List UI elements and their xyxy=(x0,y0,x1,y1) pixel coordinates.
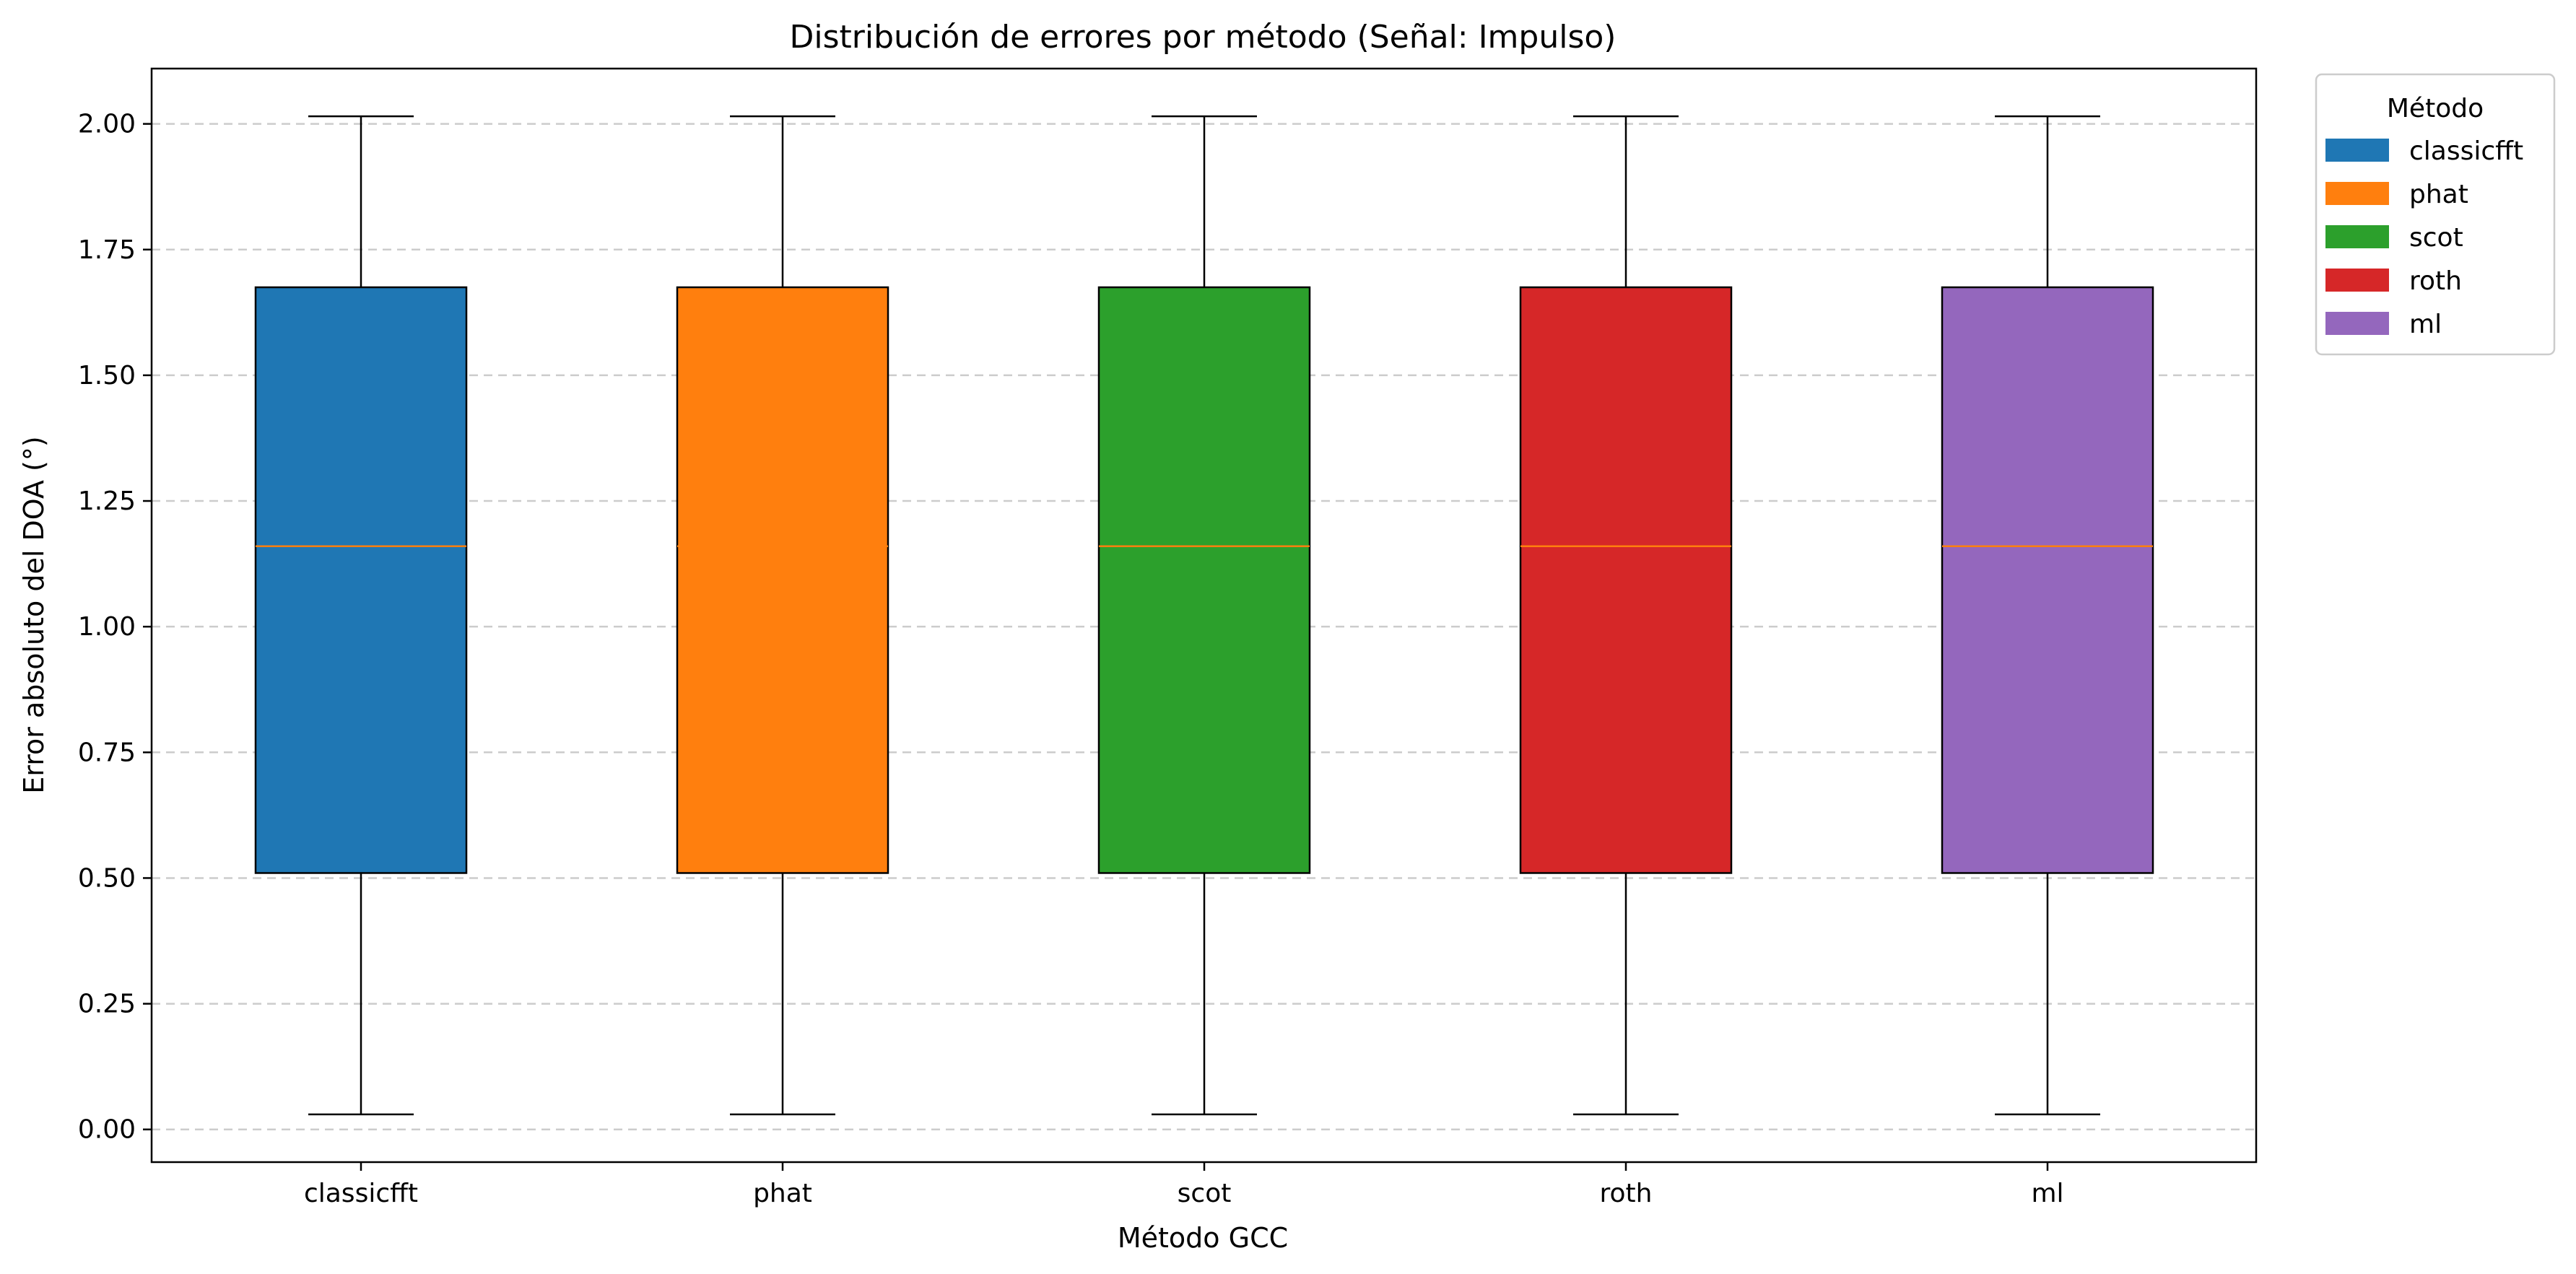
x-tick-label: roth xyxy=(1600,1179,1653,1208)
box-ml xyxy=(1941,115,2154,1116)
legend-label: ml xyxy=(2409,310,2442,339)
legend-label: phat xyxy=(2409,180,2468,209)
box-body xyxy=(1097,286,1311,874)
y-tick-label: 0.00 xyxy=(78,1115,136,1145)
box-scot xyxy=(1097,115,1311,1116)
x-tick-label: ml xyxy=(2031,1179,2063,1208)
legend-entry-scot: scot xyxy=(2325,223,2463,253)
y-tick-label: 0.75 xyxy=(78,738,136,767)
y-axis-label: Error absoluto del DOA (°) xyxy=(18,436,50,793)
legend: Método classicfft phat scot roth ml xyxy=(2315,73,2556,356)
box-phat xyxy=(676,115,889,1116)
legend-entry-roth: roth xyxy=(2325,266,2462,296)
box-body xyxy=(254,286,468,874)
legend-swatch xyxy=(2325,225,2389,248)
y-tick-label: 1.50 xyxy=(78,361,136,391)
x-tick-label: classicfft xyxy=(304,1179,418,1208)
box-classicfft xyxy=(254,115,468,1116)
legend-swatch xyxy=(2325,182,2389,205)
y-tick-label: 1.75 xyxy=(78,235,136,265)
legend-swatch xyxy=(2325,312,2389,335)
y-axis-ticks: 0.00 0.25 0.50 0.75 1.00 1.25 1.50 1.75 2.00 xyxy=(78,110,152,1145)
legend-swatch xyxy=(2325,139,2389,162)
boxes xyxy=(254,115,2154,1116)
chart-title: Distribución de errores por método (Seña… xyxy=(790,19,1616,56)
legend-label: scot xyxy=(2409,223,2463,253)
legend-entry-classicfft: classicfft xyxy=(2325,136,2523,166)
y-tick-label: 1.00 xyxy=(78,612,136,642)
x-tick-label: scot xyxy=(1178,1179,1232,1208)
box-body xyxy=(676,286,889,874)
grid-lines xyxy=(152,123,2256,1130)
x-tick-label: phat xyxy=(753,1179,812,1208)
y-tick-label: 0.50 xyxy=(78,863,136,893)
legend-label: roth xyxy=(2409,266,2462,296)
box-roth xyxy=(1519,115,1733,1116)
box-body xyxy=(1941,286,2154,874)
y-tick-label: 1.25 xyxy=(78,487,136,516)
y-tick-label: 2.00 xyxy=(78,110,136,139)
legend-title: Método xyxy=(2387,94,2484,123)
legend-swatch xyxy=(2325,269,2389,292)
legend-entry-ml: ml xyxy=(2325,310,2442,339)
legend-label: classicfft xyxy=(2409,136,2523,166)
legend-entry-phat: phat xyxy=(2325,180,2468,209)
box-body xyxy=(1519,286,1733,874)
y-tick-label: 0.25 xyxy=(78,990,136,1019)
x-axis-label: Método GCC xyxy=(1118,1222,1288,1254)
x-axis-ticks: classicfft phat scot roth ml xyxy=(304,1162,2064,1208)
